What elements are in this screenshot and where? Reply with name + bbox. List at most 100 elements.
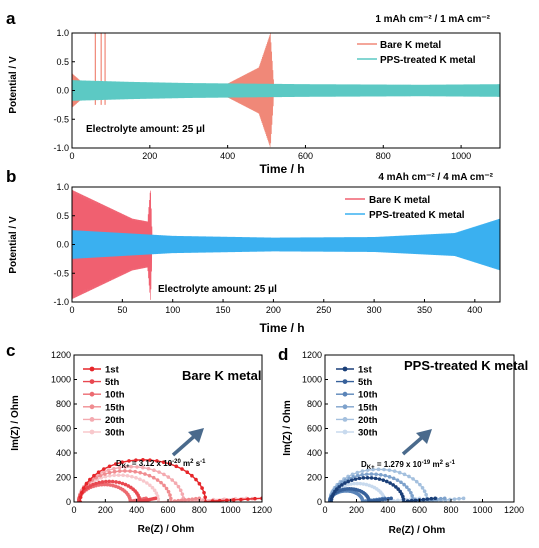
point-d-3-22 bbox=[402, 482, 406, 487]
point-c-0-8 bbox=[102, 467, 106, 471]
annotation-d: DK+ = 1.279 x 10-19 m2 s-1 bbox=[361, 460, 456, 471]
ytick-b-3: 0.5 bbox=[56, 211, 69, 221]
point-c-4-20 bbox=[162, 472, 166, 477]
point-c-0-22 bbox=[190, 473, 194, 478]
point-c-1-15 bbox=[110, 479, 115, 484]
panel-letter-b: b bbox=[6, 167, 16, 186]
ytick-b-2: 0.0 bbox=[56, 240, 69, 250]
point-d-3-10 bbox=[351, 475, 356, 479]
xtick-a-2: 400 bbox=[220, 151, 235, 161]
point-c-5-25 bbox=[154, 491, 159, 495]
xtick-a-0: 0 bbox=[69, 151, 74, 161]
point-d-1-36 bbox=[389, 496, 393, 501]
point-c-1-13 bbox=[104, 479, 108, 484]
point-c-3-22 bbox=[159, 480, 163, 485]
ytick-d-0: 0 bbox=[317, 497, 322, 507]
point-c-5-12 bbox=[107, 474, 112, 478]
xtick-d-4: 800 bbox=[443, 505, 458, 515]
point-d-0-33 bbox=[421, 497, 426, 502]
ytick-d-5: 1000 bbox=[302, 375, 322, 385]
ytick-c-1: 200 bbox=[56, 473, 71, 483]
legend-marker-d-3 bbox=[342, 404, 348, 410]
point-d-3-19 bbox=[391, 476, 396, 481]
xtick-d-1: 200 bbox=[349, 505, 364, 515]
legend-label-a-bare: Bare K metal bbox=[380, 40, 441, 51]
legend-label-d-1: 5th bbox=[358, 377, 372, 388]
point-c-5-13 bbox=[112, 473, 116, 478]
point-c-1-14 bbox=[107, 479, 112, 484]
point-d-5-15 bbox=[358, 481, 363, 486]
point-c-1-36 bbox=[153, 496, 158, 501]
xtick-c-5: 1000 bbox=[221, 505, 241, 515]
legend-marker-d-2 bbox=[342, 391, 348, 397]
point-c-1-11 bbox=[97, 480, 101, 485]
point-d-3-12 bbox=[360, 472, 364, 477]
point-c-5-23 bbox=[150, 485, 155, 490]
point-c-3-12 bbox=[112, 469, 117, 474]
point-d-0-10 bbox=[350, 478, 354, 482]
point-c-2-14 bbox=[102, 482, 107, 487]
point-c-3-27 bbox=[169, 496, 173, 501]
point-d-4-24 bbox=[420, 486, 425, 490]
point-c-3-26 bbox=[168, 493, 172, 497]
point-c-0-21 bbox=[185, 470, 190, 475]
point-d-4-18 bbox=[397, 470, 402, 475]
ylabel-c: Im(Z) / Ohm bbox=[10, 395, 21, 451]
point-c-1-19 bbox=[123, 482, 128, 487]
point-c-0-1 bbox=[78, 495, 83, 500]
point-c-5-20 bbox=[141, 479, 146, 483]
ytick-d-1: 200 bbox=[307, 473, 322, 483]
point-c-3-25 bbox=[166, 489, 171, 494]
point-d-3-7 bbox=[340, 480, 344, 485]
point-d-4-17 bbox=[392, 469, 397, 473]
point-d-4-35 bbox=[457, 496, 461, 501]
legend-label-d-5: 30th bbox=[358, 428, 378, 439]
point-c-0-15 bbox=[148, 458, 152, 462]
panel-c: c 0 200 400 600 800 1000 1200 0 200 400 600 800 1000… bbox=[6, 341, 272, 535]
point-c-2-16 bbox=[108, 483, 113, 487]
legend-label-d-2: 10th bbox=[358, 390, 378, 401]
ytick-d-4: 800 bbox=[307, 399, 322, 409]
point-d-5-13 bbox=[352, 481, 357, 486]
point-c-1-17 bbox=[117, 480, 122, 485]
plot-d: 0 200 400 600 800 1000 1200 0 200 400 600 800 1000 12… bbox=[302, 350, 524, 515]
point-c-3-17 bbox=[138, 470, 142, 475]
condition-b: 4 mAh cm⁻² / 4 mA cm⁻² bbox=[378, 172, 493, 183]
point-d-3-36 bbox=[442, 496, 447, 501]
point-d-4-12 bbox=[365, 468, 370, 472]
point-d-5-12 bbox=[349, 482, 353, 486]
point-c-3-34 bbox=[190, 497, 195, 501]
legend-marker-c-1 bbox=[89, 379, 95, 384]
ytick-a-4: 1.0 bbox=[56, 28, 69, 38]
point-d-3-13 bbox=[364, 472, 369, 477]
point-c-0-11 bbox=[120, 460, 125, 465]
ytick-a-0: -1.0 bbox=[53, 143, 69, 153]
point-c-4-11 bbox=[112, 466, 116, 471]
point-d-0-34 bbox=[425, 497, 430, 501]
point-c-3-20 bbox=[151, 475, 156, 480]
xtick-c-3: 600 bbox=[160, 505, 175, 515]
point-c-0-18 bbox=[168, 462, 172, 466]
point-c-4-18 bbox=[152, 468, 156, 473]
point-d-0-12 bbox=[357, 476, 362, 481]
point-d-3-11 bbox=[355, 473, 360, 478]
legend-a: Bare K metal PPS-treated K metal bbox=[357, 40, 476, 66]
point-c-3-29 bbox=[172, 499, 177, 502]
xtick-b-2: 100 bbox=[165, 305, 180, 315]
point-c-0-31 bbox=[224, 498, 229, 502]
point-c-4-13 bbox=[123, 465, 128, 469]
xtick-b-8: 400 bbox=[467, 305, 482, 315]
legend-marker-d-1 bbox=[342, 379, 348, 384]
xtick-b-7: 350 bbox=[417, 305, 432, 315]
point-c-3-9 bbox=[98, 473, 103, 478]
point-d-4-20 bbox=[407, 474, 411, 479]
point-d-1-33 bbox=[381, 497, 385, 502]
legend-marker-d-4 bbox=[342, 417, 348, 422]
panel-letter-a: a bbox=[6, 9, 16, 28]
point-d-3-18 bbox=[387, 475, 392, 479]
point-c-1-8 bbox=[88, 484, 93, 488]
point-c-5-21 bbox=[145, 481, 149, 485]
point-c-4-12 bbox=[117, 465, 122, 470]
